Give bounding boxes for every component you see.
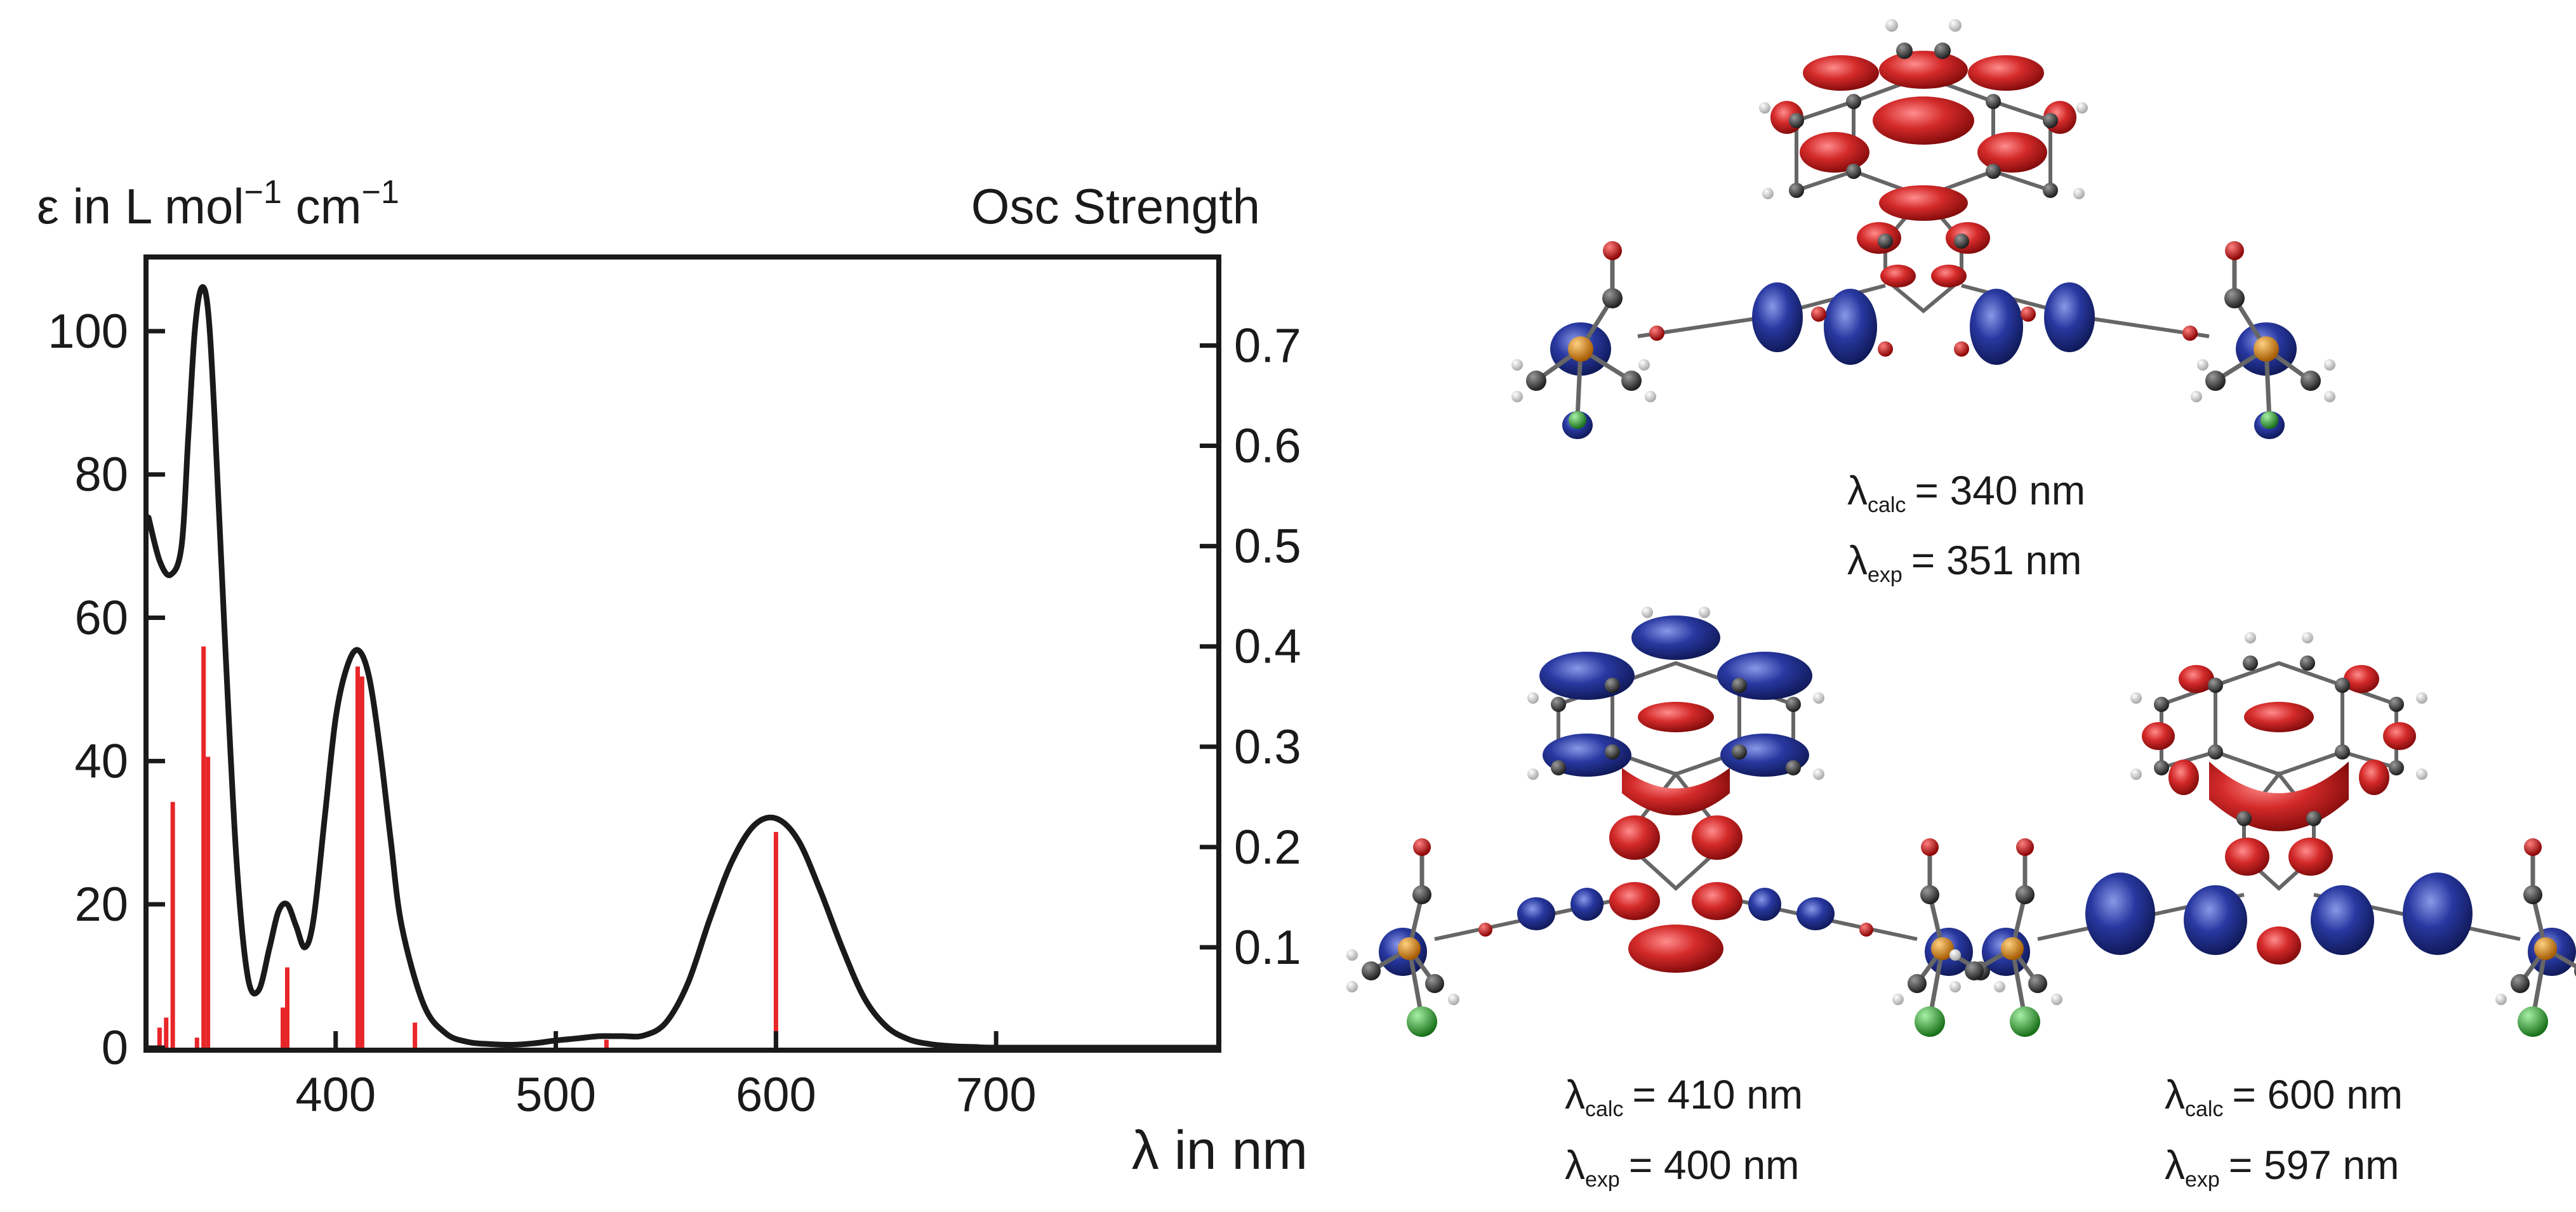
left-tick-label-100: 100 (48, 305, 128, 359)
left-y-axis: 0 20 40 60 80 100 (48, 305, 165, 1075)
caption-calc-1: λcalc = 340 nm (1847, 468, 2085, 517)
right-tick-label-0.5: 0.5 (1234, 520, 1301, 574)
caption-exp-1: λexp = 351 nm (1847, 537, 2081, 587)
right-axis-label: Osc Strength (971, 178, 1260, 234)
absorption-chart: 0 20 40 60 80 100 0.1 0.2 0.3 0.4 0.5 0.6 0.7 400 50… (37, 174, 1308, 1181)
spectrum-line (145, 284, 1219, 1051)
left-tick-label-60: 60 (74, 591, 128, 645)
right-y-axis: 0.1 0.2 0.3 0.4 0.5 0.6 0.7 (1200, 319, 1301, 975)
orbital-molecule-1 (1511, 19, 2335, 439)
x-tick-label-400: 400 (295, 1068, 376, 1122)
orbital-molecule-3 (1949, 632, 2576, 1037)
left-axis-label: ε in L mol−1 cm−1 (37, 174, 399, 234)
left-tick-label-80: 80 (74, 448, 128, 502)
left-tick-label-40: 40 (74, 734, 128, 788)
right-tick-label-0.7: 0.7 (1234, 319, 1301, 372)
left-tick-label-0: 0 (102, 1021, 128, 1075)
oscillator-sticks (157, 646, 778, 1048)
caption-exp-2: λexp = 400 nm (1565, 1142, 1799, 1192)
orbital-molecule-2 (1346, 607, 2005, 1037)
left-tick-label-20: 20 (74, 878, 128, 932)
caption-calc-2: λcalc = 410 nm (1565, 1072, 1803, 1121)
right-tick-label-0.3: 0.3 (1234, 720, 1301, 774)
x-tick-label-700: 700 (956, 1068, 1037, 1122)
x-tick-label-500: 500 (515, 1068, 596, 1122)
plot-frame (143, 254, 1221, 1053)
right-tick-label-0.2: 0.2 (1234, 820, 1301, 874)
caption-calc-3: λcalc = 600 nm (2165, 1072, 2403, 1121)
right-tick-label-0.4: 0.4 (1234, 620, 1301, 674)
x-axis-label: λ in nm (1132, 1120, 1308, 1181)
x-tick-label-600: 600 (736, 1068, 816, 1122)
right-tick-label-0.1: 0.1 (1234, 921, 1301, 975)
caption-exp-3: λexp = 597 nm (2165, 1142, 2399, 1192)
right-tick-label-0.6: 0.6 (1234, 419, 1301, 473)
x-axis: 400 500 600 700 (295, 1031, 1037, 1122)
